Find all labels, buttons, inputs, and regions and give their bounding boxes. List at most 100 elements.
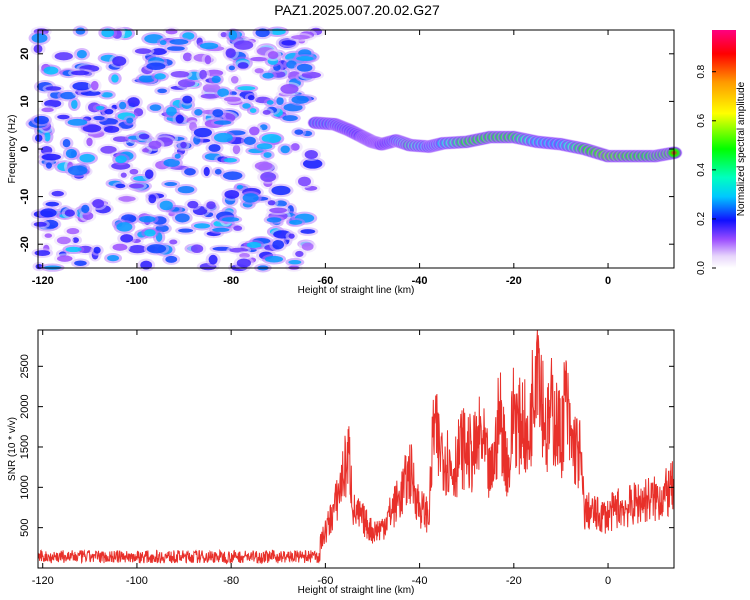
noise-blob (56, 236, 71, 245)
noise-blob (272, 239, 285, 250)
noise-blob (294, 129, 304, 135)
noise-blob (291, 95, 309, 104)
noise-blob (103, 125, 120, 133)
noise-blob (159, 200, 173, 211)
noise-blob (34, 250, 51, 256)
noise-blob (144, 169, 154, 179)
y-tick-label: 10 (19, 95, 31, 107)
colorbar-tick-label: 0.0 (696, 261, 707, 275)
noise-blob (296, 63, 313, 72)
noise-blob (33, 221, 47, 227)
noise-blob (280, 84, 299, 94)
noise-blob (33, 115, 49, 125)
noise-blob (31, 33, 48, 43)
noise-blob (167, 46, 185, 51)
noise-blob (295, 250, 304, 258)
x-tick-label: -100 (126, 275, 148, 287)
noise-blob (118, 196, 136, 202)
colorbar: 0.0 0.2 0.4 0.6 0.8 Normalized spectral ampl… (696, 30, 747, 275)
noise-blob (230, 75, 239, 84)
noise-blob (175, 114, 184, 124)
noise-blob (184, 168, 196, 176)
noise-blob (199, 42, 219, 50)
noise-blob (169, 239, 178, 245)
noise-blob (225, 48, 236, 58)
noise-blob (157, 88, 168, 94)
noise-blob (296, 56, 314, 61)
noise-blob (267, 51, 279, 60)
noise-blob (45, 162, 52, 169)
snr-frame (37, 329, 675, 569)
noise-blob (214, 168, 222, 175)
noise-blob (300, 229, 316, 234)
noise-blob (246, 241, 262, 248)
y-tick-label: 500 (19, 518, 31, 536)
noise-blob (222, 171, 243, 180)
noise-blob (60, 91, 76, 100)
noise-blob (45, 86, 62, 91)
noise-blob (126, 117, 134, 124)
x-tick-label: -40 (412, 575, 428, 587)
noise-blob (182, 95, 193, 104)
colorbar-tick-label: 0.2 (696, 212, 707, 226)
y-tick-label: -10 (19, 189, 31, 205)
noise-blob (208, 144, 221, 152)
noise-blob (263, 152, 272, 158)
noise-blob (115, 183, 126, 189)
noise-blob (271, 185, 291, 196)
noise-blob (203, 166, 210, 177)
noise-blob (101, 92, 113, 98)
noise-blob (148, 194, 157, 204)
noise-blob (267, 200, 276, 206)
noise-blob (138, 133, 150, 140)
noise-blob (100, 145, 117, 154)
noise-blob (281, 40, 296, 46)
x-tick-label: -100 (126, 575, 148, 587)
noise-blob (228, 30, 238, 41)
noise-blob (247, 95, 255, 101)
colorbar-tick-label: 0.4 (696, 162, 707, 176)
noise-blob (75, 27, 86, 35)
y-tick-label: 1500 (19, 435, 31, 459)
noise-blob (228, 65, 236, 71)
noise-blob (138, 215, 156, 223)
noise-blob (254, 161, 273, 171)
noise-blob (127, 97, 140, 108)
noise-blob (41, 107, 54, 113)
noise-blob (86, 137, 93, 147)
noise-blob (57, 255, 73, 262)
noise-blob (262, 110, 271, 115)
snr-panel: -120 -100 -80 -60 -40 -20 0 500 1000 1500 2000 250… (7, 329, 675, 596)
noise-blob (208, 254, 218, 265)
x-tick-label: -20 (506, 275, 522, 287)
noise-blob (140, 260, 153, 270)
noise-blobs (25, 25, 326, 274)
noise-blob (90, 80, 99, 91)
noise-blob (154, 73, 166, 80)
noise-blob (164, 182, 178, 187)
x-tick-label: -60 (317, 275, 333, 287)
noise-blob (243, 136, 256, 145)
noise-blob (54, 52, 73, 61)
noise-blob (289, 219, 303, 225)
noise-blob (194, 109, 203, 116)
noise-blob (199, 69, 207, 80)
noise-blob (128, 183, 144, 189)
noise-blob (62, 139, 71, 148)
noise-blob (212, 227, 230, 232)
noise-blob (213, 120, 232, 125)
spectrogram-x-ticks: -120 -100 -80 -60 -40 -20 0 (32, 30, 611, 287)
noise-blob (112, 243, 128, 251)
noise-blob (249, 108, 257, 113)
noise-blob (254, 68, 264, 74)
noise-blob (193, 127, 212, 138)
noise-blob (206, 201, 216, 210)
snr-y-ticks: 500 1000 1500 2000 2500 (19, 354, 674, 537)
noise-blob (236, 258, 251, 268)
noise-blob (224, 189, 240, 199)
noise-blob (264, 255, 284, 263)
noise-blob (288, 260, 302, 265)
noise-blob (250, 56, 268, 62)
noise-blob (45, 201, 60, 207)
noise-blob (149, 104, 162, 111)
